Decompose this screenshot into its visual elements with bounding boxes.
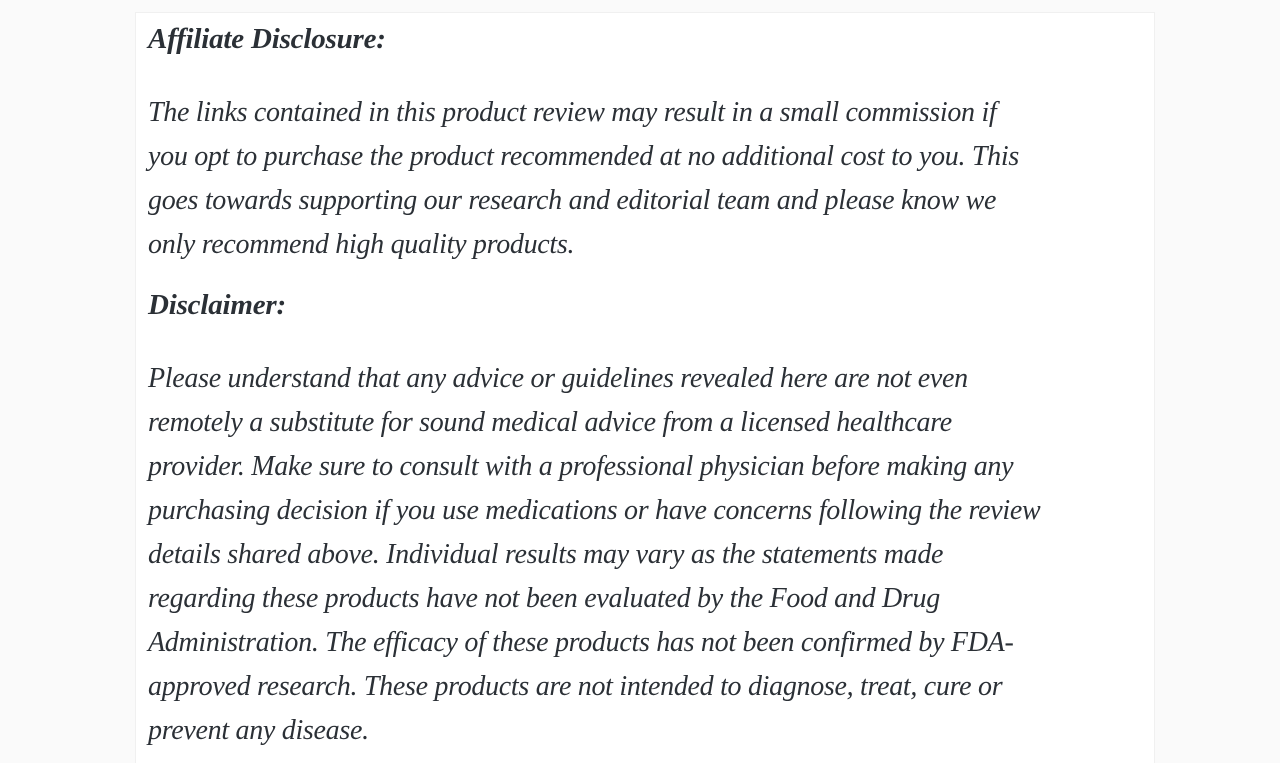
text-line: Administration. The efficacy of these pr… xyxy=(148,627,1014,658)
text-line: prevent any disease. xyxy=(148,715,369,746)
text-line: you opt to purchase the product recommen… xyxy=(148,141,1019,172)
affiliate-disclosure-section: Affiliate Disclosure: The links containe… xyxy=(148,17,1146,267)
text-line: details shared above. Individual results… xyxy=(148,539,944,570)
text-line: regarding these products have not been e… xyxy=(148,583,940,614)
text-line: remotely a substitute for sound medical … xyxy=(148,407,952,438)
text-line: The links contained in this product revi… xyxy=(148,97,997,128)
disclaimer-paragraph: Please understand that any advice or gui… xyxy=(148,357,1146,753)
text-line: Please understand that any advice or gui… xyxy=(148,363,968,394)
affiliate-disclosure-heading: Affiliate Disclosure: xyxy=(148,23,386,55)
text-line: provider. Make sure to consult with a pr… xyxy=(148,451,1014,482)
text-line: goes towards supporting our research and… xyxy=(148,185,997,216)
text-line: only recommend high quality products. xyxy=(148,229,575,260)
affiliate-disclosure-paragraph: The links contained in this product revi… xyxy=(148,91,1146,267)
disclaimer-heading: Disclaimer: xyxy=(148,289,286,321)
text-line: approved research. These products are no… xyxy=(148,671,1003,702)
article-content: Affiliate Disclosure: The links containe… xyxy=(135,12,1155,763)
disclaimer-section: Disclaimer: Please understand that any a… xyxy=(148,283,1146,753)
text-line: purchasing decision if you use medicatio… xyxy=(148,495,1041,526)
